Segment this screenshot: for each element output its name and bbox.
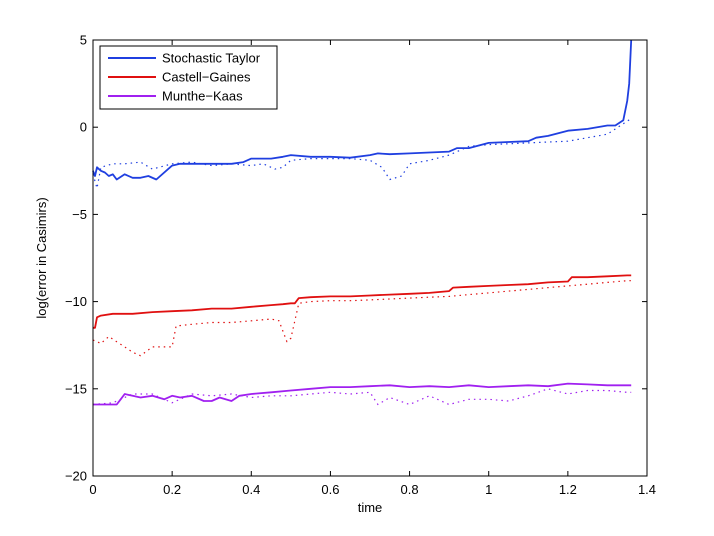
x-tick-label: 0.8 bbox=[401, 482, 419, 497]
series-line-2 bbox=[93, 274, 632, 329]
y-tick-label: 5 bbox=[80, 33, 87, 48]
y-tick-label: −20 bbox=[65, 469, 87, 484]
series-line-0 bbox=[92, 39, 633, 181]
legend-label: Stochastic Taylor bbox=[162, 51, 261, 66]
legend-label: Castell−Gaines bbox=[162, 70, 251, 85]
y-tick-label: −10 bbox=[65, 294, 87, 309]
x-tick-label: 0 bbox=[89, 482, 96, 497]
series-line-4 bbox=[93, 382, 632, 406]
x-tick-label: 0.2 bbox=[163, 482, 181, 497]
x-tick-label: 1.2 bbox=[559, 482, 577, 497]
y-tick-label: −5 bbox=[72, 207, 87, 222]
x-tick-label: 1 bbox=[485, 482, 492, 497]
x-tick-label: 0.4 bbox=[242, 482, 260, 497]
x-tick-label: 0.6 bbox=[321, 482, 339, 497]
legend-label: Munthe−Kaas bbox=[162, 89, 243, 104]
plot-frame bbox=[92, 39, 648, 477]
y-tick-label: −15 bbox=[65, 381, 87, 396]
series-line-dotted-3 bbox=[92, 280, 632, 357]
y-axis-label: log(error in Casimirs) bbox=[34, 197, 49, 318]
y-tick-label: 0 bbox=[80, 120, 87, 135]
legend: Stochastic Taylor Castell−Gaines Munthe−Ka… bbox=[99, 45, 278, 110]
series-layer bbox=[92, 39, 633, 406]
x-tick-label: 1.4 bbox=[638, 482, 656, 497]
axes-layer: 0 0.2 0.4 0.6 0.8 1 1.2 1.4 −20 −15 −10 −5 0 5 bbox=[65, 33, 656, 498]
plot-area bbox=[93, 40, 647, 476]
x-axis-label: time bbox=[358, 500, 383, 515]
